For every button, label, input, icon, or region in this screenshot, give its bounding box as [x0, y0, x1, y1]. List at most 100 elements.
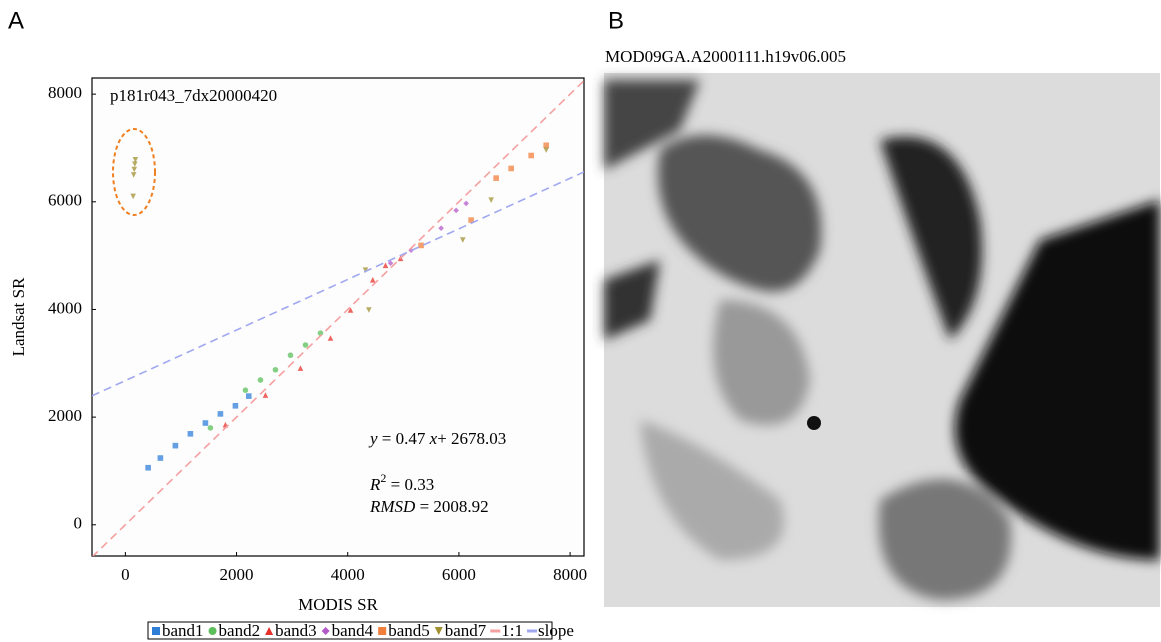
marker-triangle-down [362, 267, 369, 273]
marker-square [172, 442, 179, 449]
marker-square [232, 403, 239, 409]
marker-square [528, 152, 534, 159]
marker-circle [272, 366, 279, 373]
marker-square [187, 431, 194, 437]
image-region [604, 80, 700, 170]
marker-triangle [382, 262, 389, 269]
r-squared: R2 = 0.33 [369, 471, 434, 494]
marker-circle [287, 352, 294, 359]
legend-label: slope [538, 621, 574, 640]
y-tick-label: 6000 [48, 191, 82, 210]
image-region [955, 200, 1160, 560]
marker-triangle-down [543, 147, 549, 153]
y-tick-label: 0 [74, 514, 83, 533]
equation: y = 0.47 x+ 2678.03 [368, 429, 506, 448]
x-tick-label: 2000 [220, 565, 254, 584]
y-tick-label: 2000 [48, 406, 82, 425]
legend-label: band2 [219, 621, 261, 640]
marker-square [152, 627, 160, 635]
legend-label: band4 [332, 621, 374, 640]
marker-circle [207, 425, 214, 431]
legend-label: band5 [388, 621, 430, 640]
image-spot [807, 416, 821, 430]
rmsd-part: RMSD [369, 497, 416, 516]
marker-triangle-down [434, 627, 443, 635]
marker-square [418, 242, 424, 249]
marker-triangle [265, 627, 274, 635]
marker-diamond [453, 207, 459, 214]
plot-annotation: p181r043_7dx20000420 [110, 86, 277, 105]
equation-part: + 2678.03 [437, 429, 506, 448]
reference-line [92, 80, 584, 556]
marker-square [508, 165, 514, 172]
legend-item: band5 [378, 621, 430, 640]
image-title: MOD09GA.A2000111.h19v06.005 [605, 47, 846, 66]
image-region [713, 300, 810, 425]
legend-label: band1 [162, 621, 204, 640]
marker-triangle [327, 335, 334, 341]
marker-diamond [408, 247, 414, 254]
legend-item: 1:1 [490, 621, 523, 640]
legend-label: band7 [445, 621, 487, 640]
marker-triangle-down [130, 193, 136, 200]
equation-part: = 0.47 [378, 429, 430, 448]
x-tick-label: 6000 [442, 565, 476, 584]
marker-triangle-down [366, 307, 372, 313]
image-region [878, 479, 1012, 600]
x-tick-label: 8000 [553, 565, 587, 584]
legend-item: band3 [265, 621, 317, 640]
marker-triangle-down [488, 197, 494, 203]
x-tick-label: 0 [121, 565, 130, 584]
x-axis-label: MODIS SR [298, 595, 378, 614]
marker-diamond [321, 627, 330, 635]
legend-item: band2 [208, 621, 261, 640]
y-tick-label: 8000 [48, 83, 82, 102]
marker-triangle-down [460, 237, 466, 243]
axes: 0 2000 4000 6000 8000 0 2000 4000 6000 8000 [48, 83, 587, 584]
rmsd: RMSD = 2008.92 [369, 497, 489, 516]
marker-diamond [463, 200, 469, 207]
satellite-image [604, 73, 1160, 607]
legend-item: band1 [152, 621, 204, 640]
marker-triangle [297, 365, 304, 371]
marker-square [543, 142, 549, 149]
r2-part: R [369, 475, 381, 494]
marker-diamond [387, 260, 394, 266]
legend-box [147, 621, 553, 640]
equation-part: y [368, 429, 378, 448]
plot-area [92, 80, 584, 556]
marker-triangle-down [132, 157, 139, 163]
marker-square [217, 411, 224, 417]
marker-circle [242, 387, 249, 394]
marker-square [468, 217, 474, 223]
marker-triangle [369, 277, 376, 283]
marker-square [245, 393, 252, 399]
image-region [880, 136, 982, 340]
marker-circle [208, 627, 217, 635]
x-tick-label: 4000 [331, 565, 365, 584]
marker-triangle [262, 392, 269, 398]
image-region [604, 260, 660, 340]
marker-triangle [347, 307, 354, 313]
plot-frame [91, 77, 585, 557]
legend-item: band7 [434, 621, 487, 640]
marker-square [378, 627, 387, 635]
rmsd-part: = 2008.92 [415, 497, 488, 516]
marker-square [157, 455, 164, 461]
marker-square [493, 175, 499, 181]
legend-label: 1:1 [501, 621, 523, 640]
legend-label: band3 [275, 621, 317, 640]
y-axis-label: Landsat SR [9, 277, 28, 357]
legend-item: band4 [321, 621, 374, 640]
r2-part: 2 [380, 471, 386, 485]
marker-square [145, 464, 151, 471]
panel-label: B [608, 7, 624, 34]
marker-triangle-down [130, 172, 137, 178]
marker-triangle-down [132, 161, 138, 167]
marker-square [202, 420, 209, 426]
outlier-ellipse [112, 128, 156, 216]
marker-circle [257, 377, 264, 383]
panel-label: A [8, 7, 24, 34]
